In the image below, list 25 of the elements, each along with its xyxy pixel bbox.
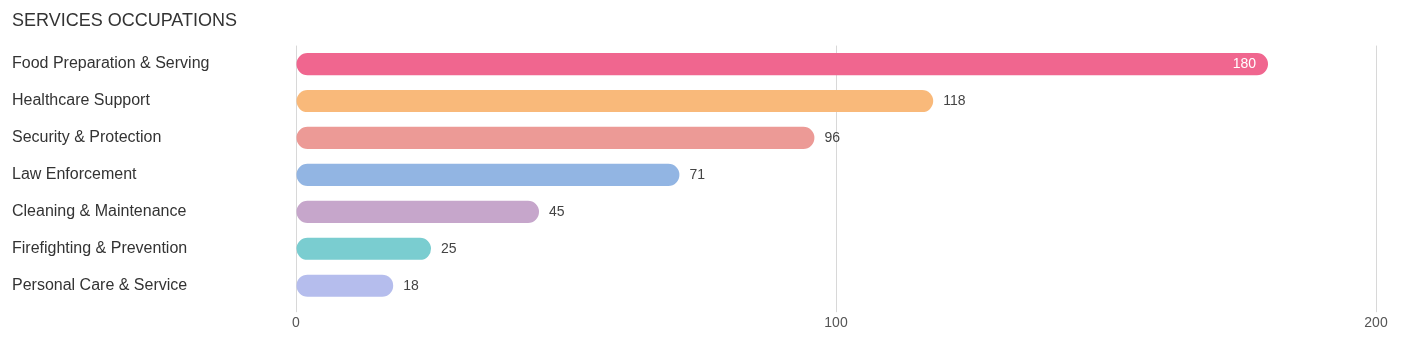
bar	[296, 274, 394, 297]
y-tick-label: Healthcare Support	[12, 91, 151, 109]
y-tick-label: Cleaning & Maintenance	[12, 202, 187, 220]
y-tick-label: Security & Protection	[12, 128, 162, 146]
y-tick-label: Law Enforcement	[12, 165, 138, 183]
data-label: 118	[943, 91, 966, 108]
x-tick-label: 100	[824, 314, 848, 331]
bar	[296, 200, 539, 223]
bar	[296, 237, 431, 260]
bar	[296, 126, 815, 150]
y-tick-label: Personal Care & Service	[12, 276, 188, 294]
data-label: 96	[824, 128, 841, 145]
x-tick-label: 200	[1364, 314, 1388, 331]
data-label: 71	[689, 165, 706, 182]
bar	[296, 89, 934, 113]
y-tick-label: Food Preparation & Serving	[12, 54, 210, 72]
y-tick-label: Firefighting & Prevention	[12, 239, 188, 257]
data-label: 18	[403, 276, 419, 293]
data-label: 180	[1232, 54, 1257, 71]
data-label: 45	[549, 202, 565, 219]
x-tick-label: 0	[292, 314, 301, 331]
data-label: 25	[441, 239, 457, 256]
text: SERVICES OCCUPATIONS	[12, 9, 238, 30]
bar	[296, 163, 680, 186]
bar	[296, 52, 1268, 76]
